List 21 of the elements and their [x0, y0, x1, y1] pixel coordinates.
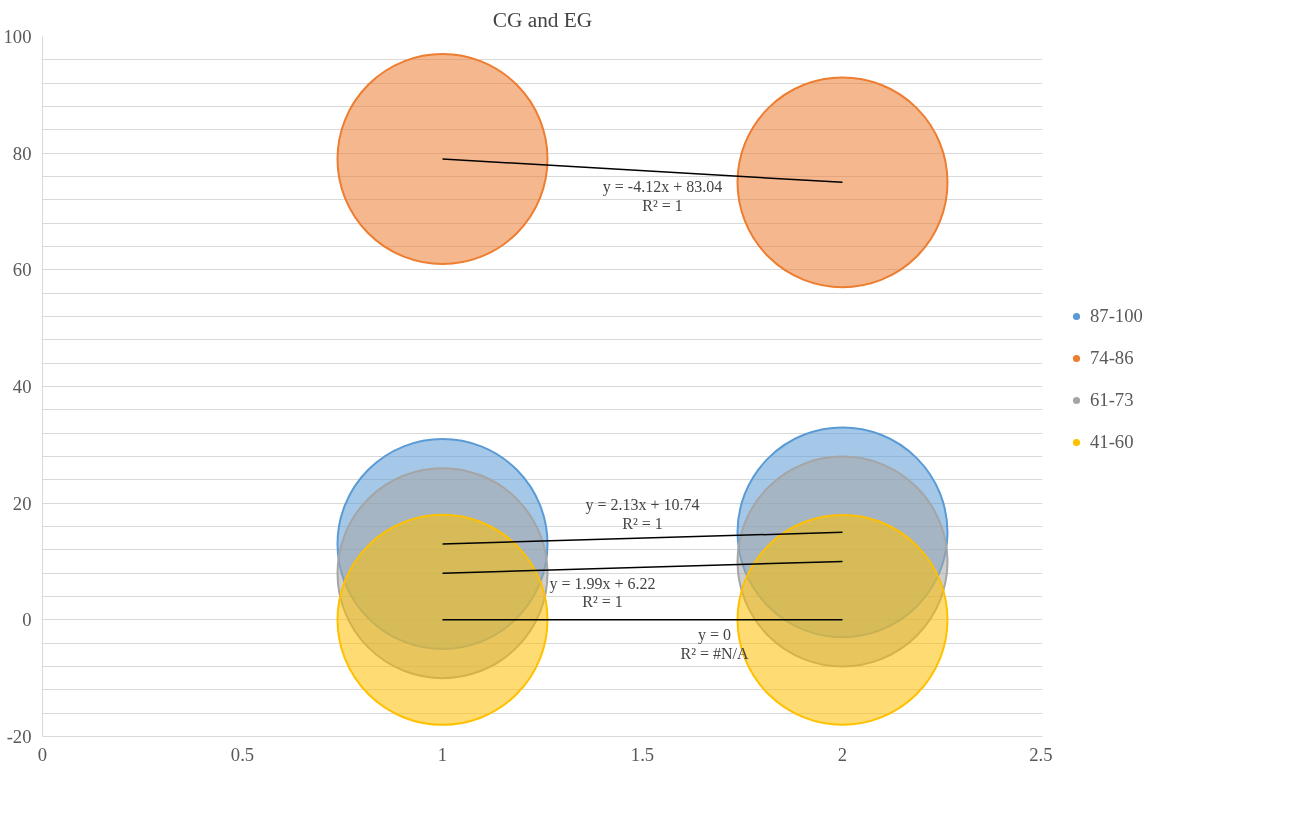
chart-title: CG and EG [492, 7, 593, 32]
y-tick-label: 80 [12, 142, 32, 164]
legend-label: 87-100 [1090, 305, 1143, 328]
annotation: y = -4.12x + 83.04 R² = 1 [602, 177, 723, 214]
x-tick-label: 0.5 [230, 743, 255, 765]
y-tick-label: 0 [22, 609, 32, 631]
y-tick-label: 60 [12, 259, 32, 281]
y-tick-label: 20 [12, 492, 32, 514]
y-tick-label: 100 [3, 26, 32, 47]
y-tick-label: -20 [6, 726, 32, 747]
y-tick-label: 40 [12, 376, 32, 397]
annotation: y = 2.13x + 10.74 R² = 1 [585, 496, 700, 533]
legend-label: 61-73 [1090, 389, 1134, 412]
x-tick-label: 2 [837, 743, 848, 765]
legend-label: 41-60 [1090, 431, 1134, 454]
x-tick-label: 1.5 [630, 743, 655, 765]
annotation: y = 1.99x + 6.22 R² = 1 [549, 574, 656, 611]
x-tick-label: 0 [37, 743, 48, 765]
x-tick-label: 1 [437, 743, 448, 765]
legend-label: 74-86 [1090, 347, 1134, 370]
x-tick-label: 2.5 [1029, 743, 1053, 765]
